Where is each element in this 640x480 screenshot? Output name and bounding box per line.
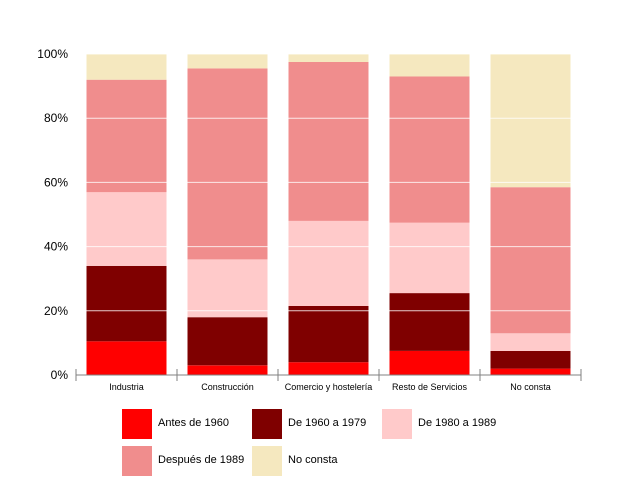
bar-segment-antes-de-1960-no-consta <box>490 368 571 375</box>
x-tick-label: Resto de Servicios <box>392 382 468 392</box>
bar-segment-no-consta-construccion <box>187 54 268 69</box>
bar-segment-de-1980-a-1989-comercio-y-hosteleria <box>288 220 369 306</box>
legend-label: Después de 1989 <box>158 454 245 466</box>
y-tick-label: 0% <box>51 368 69 382</box>
bar-segment-de-1960-a-1979-construccion <box>187 317 268 366</box>
x-tick-label: No consta <box>510 382 551 392</box>
bar-segment-antes-de-1960-comercio-y-hosteleria <box>288 362 369 375</box>
legend: Antes de 1960 De 1960 a 1979 De 1980 a 198… <box>122 409 562 477</box>
bar-segment-no-consta-comercio-y-hosteleria <box>288 54 369 62</box>
x-tick-label: Industria <box>109 382 144 392</box>
legend-swatch <box>122 446 152 476</box>
y-tick-label: 100% <box>37 47 68 61</box>
legend-label: No consta <box>288 454 338 466</box>
legend-swatch <box>122 409 152 439</box>
axis-layer: 0% 20% 40% 60% 80% 100% Industria Construcción C… <box>37 47 582 392</box>
x-tick-label: Construcción <box>201 382 254 392</box>
bar-segment-antes-de-1960-construccion <box>187 365 268 375</box>
bar-segment-despues-de-1989-resto-de-servicios <box>389 76 470 223</box>
legend-label: Antes de 1960 <box>158 417 229 429</box>
legend-swatch <box>252 446 282 476</box>
bar-segment-antes-de-1960-industria <box>86 341 167 375</box>
bar-segment-de-1960-a-1979-comercio-y-hosteleria <box>288 306 369 363</box>
bar-segment-despues-de-1989-industria <box>86 79 167 193</box>
y-tick-label: 40% <box>44 240 68 254</box>
legend-swatch <box>252 409 282 439</box>
bar-segment-de-1980-a-1989-resto-de-servicios <box>389 222 470 294</box>
grid-layer <box>76 53 581 312</box>
stacked-bar-chart: 0% 20% 40% 60% 80% 100% Industria Construcción C… <box>37 47 582 392</box>
y-tick-label: 80% <box>44 111 68 125</box>
bar-segment-antes-de-1960-resto-de-servicios <box>389 350 470 375</box>
bar-segment-despues-de-1989-no-consta <box>490 187 571 334</box>
y-tick-label: 60% <box>44 175 68 189</box>
bar-segment-despues-de-1989-comercio-y-hosteleria <box>288 62 369 221</box>
bar-segment-de-1960-a-1979-industria <box>86 265 167 342</box>
bar-segment-de-1980-a-1989-industria <box>86 192 167 266</box>
bar-segment-no-consta-industria <box>86 54 167 80</box>
legend-label: De 1980 a 1989 <box>418 417 497 429</box>
bar-segment-de-1980-a-1989-construccion <box>187 259 268 318</box>
y-tick-label: 20% <box>44 304 68 318</box>
bar-segment-no-consta-no-consta <box>490 54 571 188</box>
bar-segment-de-1960-a-1979-no-consta <box>490 350 571 369</box>
bars-layer <box>86 54 571 375</box>
bar-segment-de-1960-a-1979-resto-de-servicios <box>389 293 470 351</box>
x-tick-label: Comercio y hostelería <box>285 382 373 392</box>
legend-label: De 1960 a 1979 <box>288 417 367 429</box>
bar-segment-de-1980-a-1989-no-consta <box>490 333 571 351</box>
bar-segment-no-consta-resto-de-servicios <box>389 54 470 77</box>
legend-swatch <box>382 409 412 439</box>
bar-segment-despues-de-1989-construccion <box>187 68 268 260</box>
